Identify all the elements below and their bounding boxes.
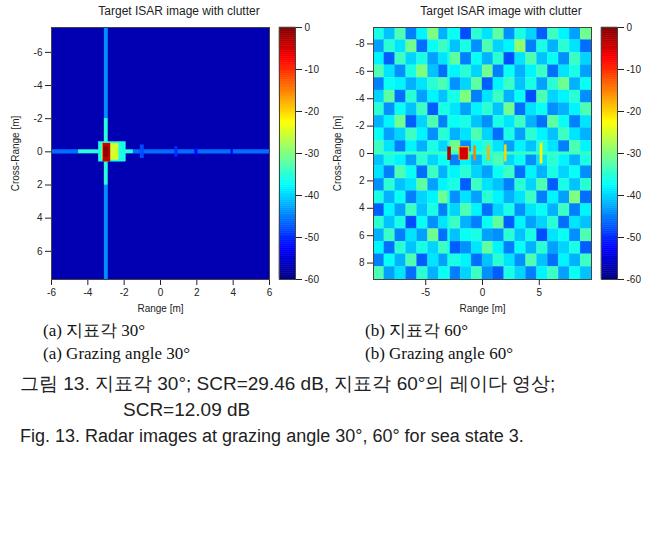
svg-text:-20: -20: [627, 106, 642, 117]
svg-text:Range [m]: Range [m]: [137, 303, 183, 314]
svg-text:Range [m]: Range [m]: [459, 303, 505, 314]
svg-text:0: 0: [627, 22, 633, 33]
svg-text:0: 0: [359, 148, 365, 159]
svg-text:-2: -2: [120, 287, 129, 298]
svg-text:2: 2: [37, 179, 43, 190]
svg-text:6: 6: [37, 246, 43, 257]
html-text:(a) 지표각 30°: (a) 지표각 30°: [43, 321, 146, 340]
html-text:그림 13. 지표각 30°; SCR=29.46 dB,: 그림 13. 지표각 30°; SCR=29.46 dB, 지표각 60°의 레…: [20, 373, 556, 420]
svg-text:-6: -6: [356, 66, 365, 77]
svg-text:8: 8: [359, 257, 365, 268]
svg-text:-20: -20: [305, 106, 320, 117]
html-text:(b) Grazing angle 60°: (b) Grazing angle 60°: [365, 344, 513, 363]
svg-text:Cross-Range [m]: Cross-Range [m]: [332, 115, 343, 191]
svg-text:0: 0: [305, 22, 311, 33]
svg-text:-40: -40: [305, 190, 320, 201]
svg-text:-6: -6: [34, 47, 43, 58]
svg-text:4: 4: [37, 212, 43, 223]
svg-text:-2: -2: [356, 120, 365, 131]
svg-text:-4: -4: [356, 93, 365, 104]
svg-text:-10: -10: [305, 64, 320, 75]
svg-text:-4: -4: [34, 80, 43, 91]
svg-text:0: 0: [158, 287, 164, 298]
svg-text:-8: -8: [356, 38, 365, 49]
svg-text:5: 5: [536, 287, 542, 298]
svg-text:-50: -50: [305, 232, 320, 243]
svg-text:-10: -10: [627, 64, 642, 75]
svg-text:-30: -30: [627, 148, 642, 159]
svg-text:-30: -30: [305, 148, 320, 159]
svg-text:-4: -4: [83, 287, 92, 298]
svg-text:-60: -60: [627, 274, 642, 285]
svg-text:4: 4: [230, 287, 236, 298]
svg-text:0: 0: [37, 146, 43, 157]
svg-text:4: 4: [359, 202, 365, 213]
svg-text:-5: -5: [421, 287, 430, 298]
svg-text:6: 6: [359, 230, 365, 241]
svg-text:0: 0: [480, 287, 486, 298]
svg-text:2: 2: [194, 287, 200, 298]
svg-text:Cross-Range [m]: Cross-Range [m]: [10, 115, 21, 191]
html-text:Target ISAR image with clutter: Target ISAR image with clutter: [98, 4, 260, 18]
html-text:(a) Grazing angle 30°: (a) Grazing angle 30°: [43, 344, 190, 363]
svg-text:2: 2: [359, 175, 365, 186]
svg-text:-2: -2: [34, 113, 43, 124]
svg-text:-40: -40: [627, 190, 642, 201]
svg-text:-60: -60: [305, 274, 320, 285]
svg-text:-50: -50: [627, 232, 642, 243]
svg-text:-6: -6: [47, 287, 56, 298]
html-text:(b) 지표각 60°: (b) 지표각 60°: [365, 321, 469, 340]
svg-text:6: 6: [267, 287, 273, 298]
html-text:Target ISAR image with clutter: Target ISAR image with clutter: [420, 4, 582, 18]
html-text:Fig. 13. Radar images at grazi: Fig. 13. Radar images at grazing angle 3…: [20, 426, 524, 446]
